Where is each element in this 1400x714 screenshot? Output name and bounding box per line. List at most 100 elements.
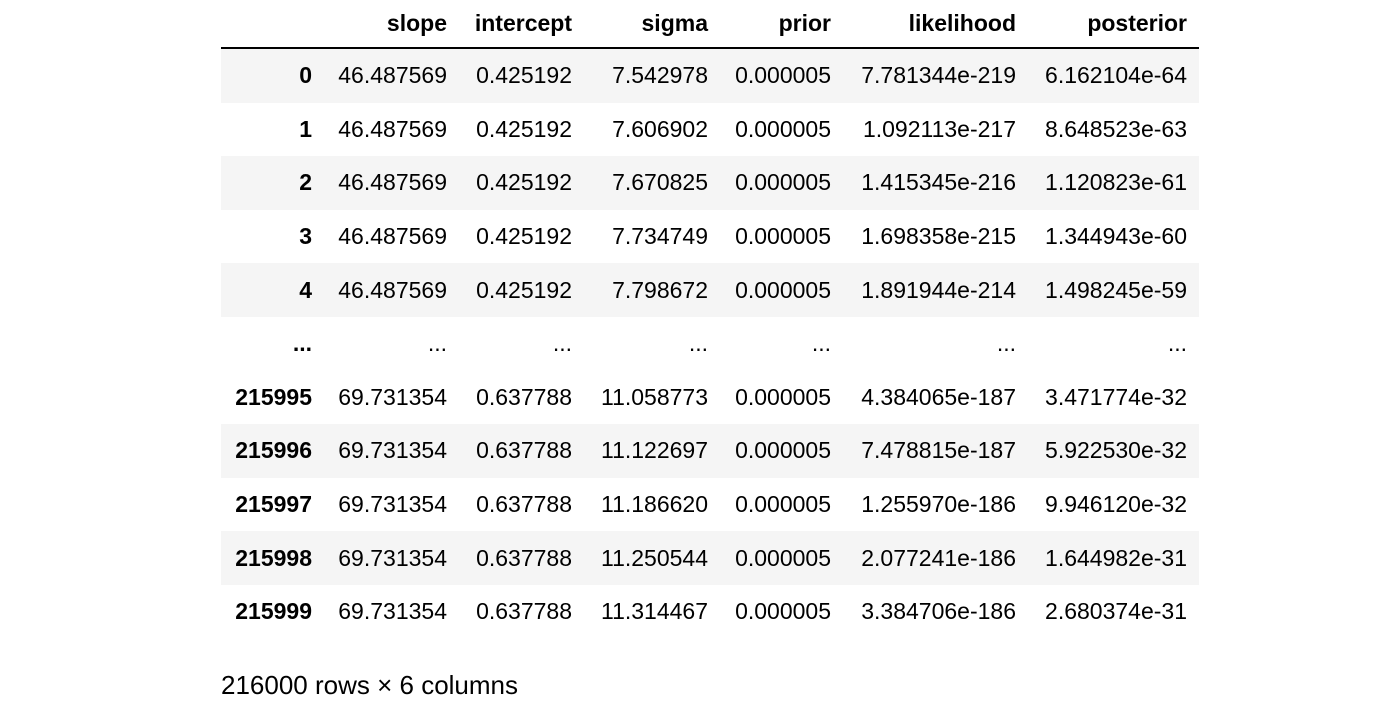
- cell-posterior: 8.648523e-63: [1045, 115, 1187, 142]
- cell-intercept: 0.425192: [476, 169, 572, 196]
- cell-sigma: 11.122697: [600, 437, 708, 464]
- cell-slope: 46.487569: [338, 169, 447, 196]
- cell-sigma: 7.798672: [612, 276, 708, 303]
- cell-intercept: 0.425192: [476, 276, 572, 303]
- cell-prior: 0.000005: [735, 62, 831, 89]
- dataframe-container: slope intercept sigma prior likelihood p…: [221, 0, 1199, 639]
- cell-intercept: 0.425192: [476, 62, 572, 89]
- cell-prior: 0.000005: [735, 544, 831, 571]
- cell-posterior: 3.471774e-32: [1045, 383, 1187, 410]
- cell-posterior: 1.498245e-59: [1045, 276, 1187, 303]
- cell-sigma: 7.606902: [612, 115, 708, 142]
- column-header-slope: slope: [324, 0, 459, 49]
- table-body: 0 46.487569 0.425192 7.542978 0.000005 7…: [221, 48, 1199, 639]
- cell-likelihood: 3.384706e-186: [861, 598, 1016, 625]
- header-row: slope intercept sigma prior likelihood p…: [221, 0, 1199, 49]
- cell-sigma: 7.734749: [612, 223, 708, 250]
- cell-intercept: ...: [552, 330, 572, 357]
- cell-sigma: 11.058773: [600, 383, 708, 410]
- cell-posterior: 1.644982e-31: [1045, 544, 1187, 571]
- table-row: 215998 69.731354 0.637788 11.250544 0.00…: [221, 531, 1199, 585]
- cell-likelihood: ...: [996, 330, 1016, 357]
- cell-posterior: 9.946120e-32: [1045, 491, 1187, 518]
- table-row: 215999 69.731354 0.637788 11.314467 0.00…: [221, 585, 1199, 639]
- cell-slope: ...: [427, 330, 447, 357]
- cell-likelihood: 4.384065e-187: [861, 383, 1016, 410]
- table-row: 4 46.487569 0.425192 7.798672 0.000005 1…: [221, 263, 1199, 317]
- table-row: 215996 69.731354 0.637788 11.122697 0.00…: [221, 424, 1199, 478]
- cell-slope: 69.731354: [338, 437, 447, 464]
- ellipsis-row: ... ... ... ... ... ... ...: [221, 317, 1199, 371]
- cell-prior: 0.000005: [735, 598, 831, 625]
- table-row: 2 46.487569 0.425192 7.670825 0.000005 1…: [221, 156, 1199, 210]
- table-row: 3 46.487569 0.425192 7.734749 0.000005 1…: [221, 210, 1199, 264]
- cell-slope: 69.731354: [338, 383, 447, 410]
- cell-sigma: ...: [688, 330, 708, 357]
- cell-posterior: 1.344943e-60: [1045, 223, 1187, 250]
- cell-slope: 69.731354: [338, 598, 447, 625]
- cell-slope: 69.731354: [338, 544, 447, 571]
- row-index: 3: [299, 223, 312, 250]
- cell-likelihood: 1.891944e-214: [861, 276, 1016, 303]
- cell-sigma: 11.314467: [600, 598, 708, 625]
- cell-intercept: 0.637788: [476, 598, 572, 625]
- cell-intercept: 0.637788: [476, 383, 572, 410]
- cell-intercept: 0.637788: [476, 491, 572, 518]
- cell-likelihood: 7.478815e-187: [861, 437, 1016, 464]
- cell-posterior: 2.680374e-31: [1045, 598, 1187, 625]
- cell-intercept: 0.425192: [476, 223, 572, 250]
- cell-sigma: 11.186620: [600, 491, 708, 518]
- cell-prior: 0.000005: [735, 169, 831, 196]
- cell-posterior: 1.120823e-61: [1045, 169, 1187, 196]
- cell-prior: 0.000005: [735, 491, 831, 518]
- cell-prior: ...: [811, 330, 831, 357]
- cell-sigma: 11.250544: [600, 544, 708, 571]
- row-index: 1: [299, 115, 312, 142]
- table-row: 1 46.487569 0.425192 7.606902 0.000005 1…: [221, 103, 1199, 157]
- cell-likelihood: 7.781344e-219: [861, 62, 1016, 89]
- table-header: slope intercept sigma prior likelihood p…: [221, 0, 1199, 49]
- column-header-prior: prior: [720, 0, 843, 49]
- cell-intercept: 0.425192: [476, 115, 572, 142]
- row-index: 0: [299, 62, 312, 89]
- cell-likelihood: 1.415345e-216: [861, 169, 1016, 196]
- row-index: 2: [299, 169, 312, 196]
- cell-posterior: 5.922530e-32: [1045, 437, 1187, 464]
- cell-slope: 69.731354: [338, 491, 447, 518]
- cell-sigma: 7.542978: [612, 62, 708, 89]
- column-header-intercept: intercept: [459, 0, 584, 49]
- cell-prior: 0.000005: [735, 383, 831, 410]
- cell-likelihood: 1.255970e-186: [861, 491, 1016, 518]
- cell-slope: 46.487569: [338, 276, 447, 303]
- row-index: 215999: [235, 598, 312, 625]
- cell-prior: 0.000005: [735, 223, 831, 250]
- table-row: 215997 69.731354 0.637788 11.186620 0.00…: [221, 478, 1199, 532]
- cell-sigma: 7.670825: [612, 169, 708, 196]
- row-index: 215995: [235, 383, 312, 410]
- row-index: ...: [292, 330, 312, 357]
- index-header: [221, 0, 324, 49]
- cell-slope: 46.487569: [338, 223, 447, 250]
- table-row: 215995 69.731354 0.637788 11.058773 0.00…: [221, 371, 1199, 425]
- dataframe-shape-summary: 216000 rows × 6 columns: [221, 670, 519, 700]
- row-index: 215998: [235, 544, 312, 571]
- cell-intercept: 0.637788: [476, 544, 572, 571]
- row-index: 215997: [235, 491, 312, 518]
- cell-posterior: 6.162104e-64: [1045, 62, 1187, 89]
- cell-posterior: ...: [1167, 330, 1187, 357]
- dataframe-table: slope intercept sigma prior likelihood p…: [221, 0, 1199, 639]
- table-row: 0 46.487569 0.425192 7.542978 0.000005 7…: [221, 48, 1199, 103]
- cell-likelihood: 1.092113e-217: [862, 115, 1016, 142]
- cell-likelihood: 2.077241e-186: [861, 544, 1016, 571]
- column-header-posterior: posterior: [1028, 0, 1199, 49]
- column-header-sigma: sigma: [584, 0, 720, 49]
- column-header-likelihood: likelihood: [843, 0, 1028, 49]
- cell-intercept: 0.637788: [476, 437, 572, 464]
- cell-slope: 46.487569: [338, 115, 447, 142]
- row-index: 215996: [235, 437, 312, 464]
- cell-prior: 0.000005: [735, 437, 831, 464]
- cell-likelihood: 1.698358e-215: [861, 223, 1016, 250]
- cell-slope: 46.487569: [338, 62, 447, 89]
- cell-prior: 0.000005: [735, 276, 831, 303]
- cell-prior: 0.000005: [735, 115, 831, 142]
